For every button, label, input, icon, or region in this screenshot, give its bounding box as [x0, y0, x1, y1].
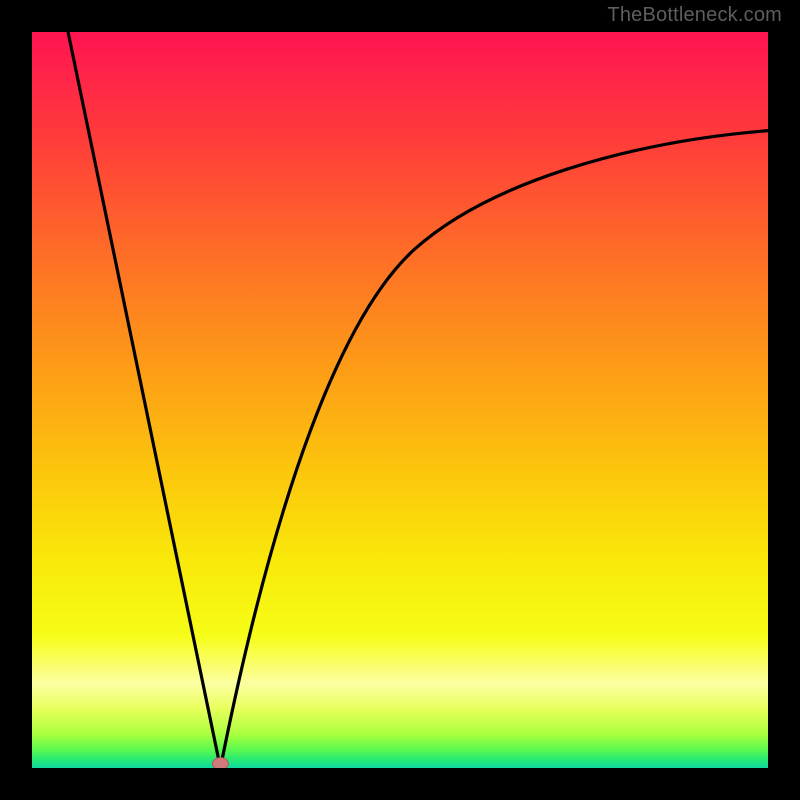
chart-plot-area	[32, 32, 768, 768]
bottleneck-chart	[0, 0, 800, 800]
watermark-text: TheBottleneck.com	[607, 4, 782, 27]
curve-minimum-marker	[212, 758, 228, 770]
